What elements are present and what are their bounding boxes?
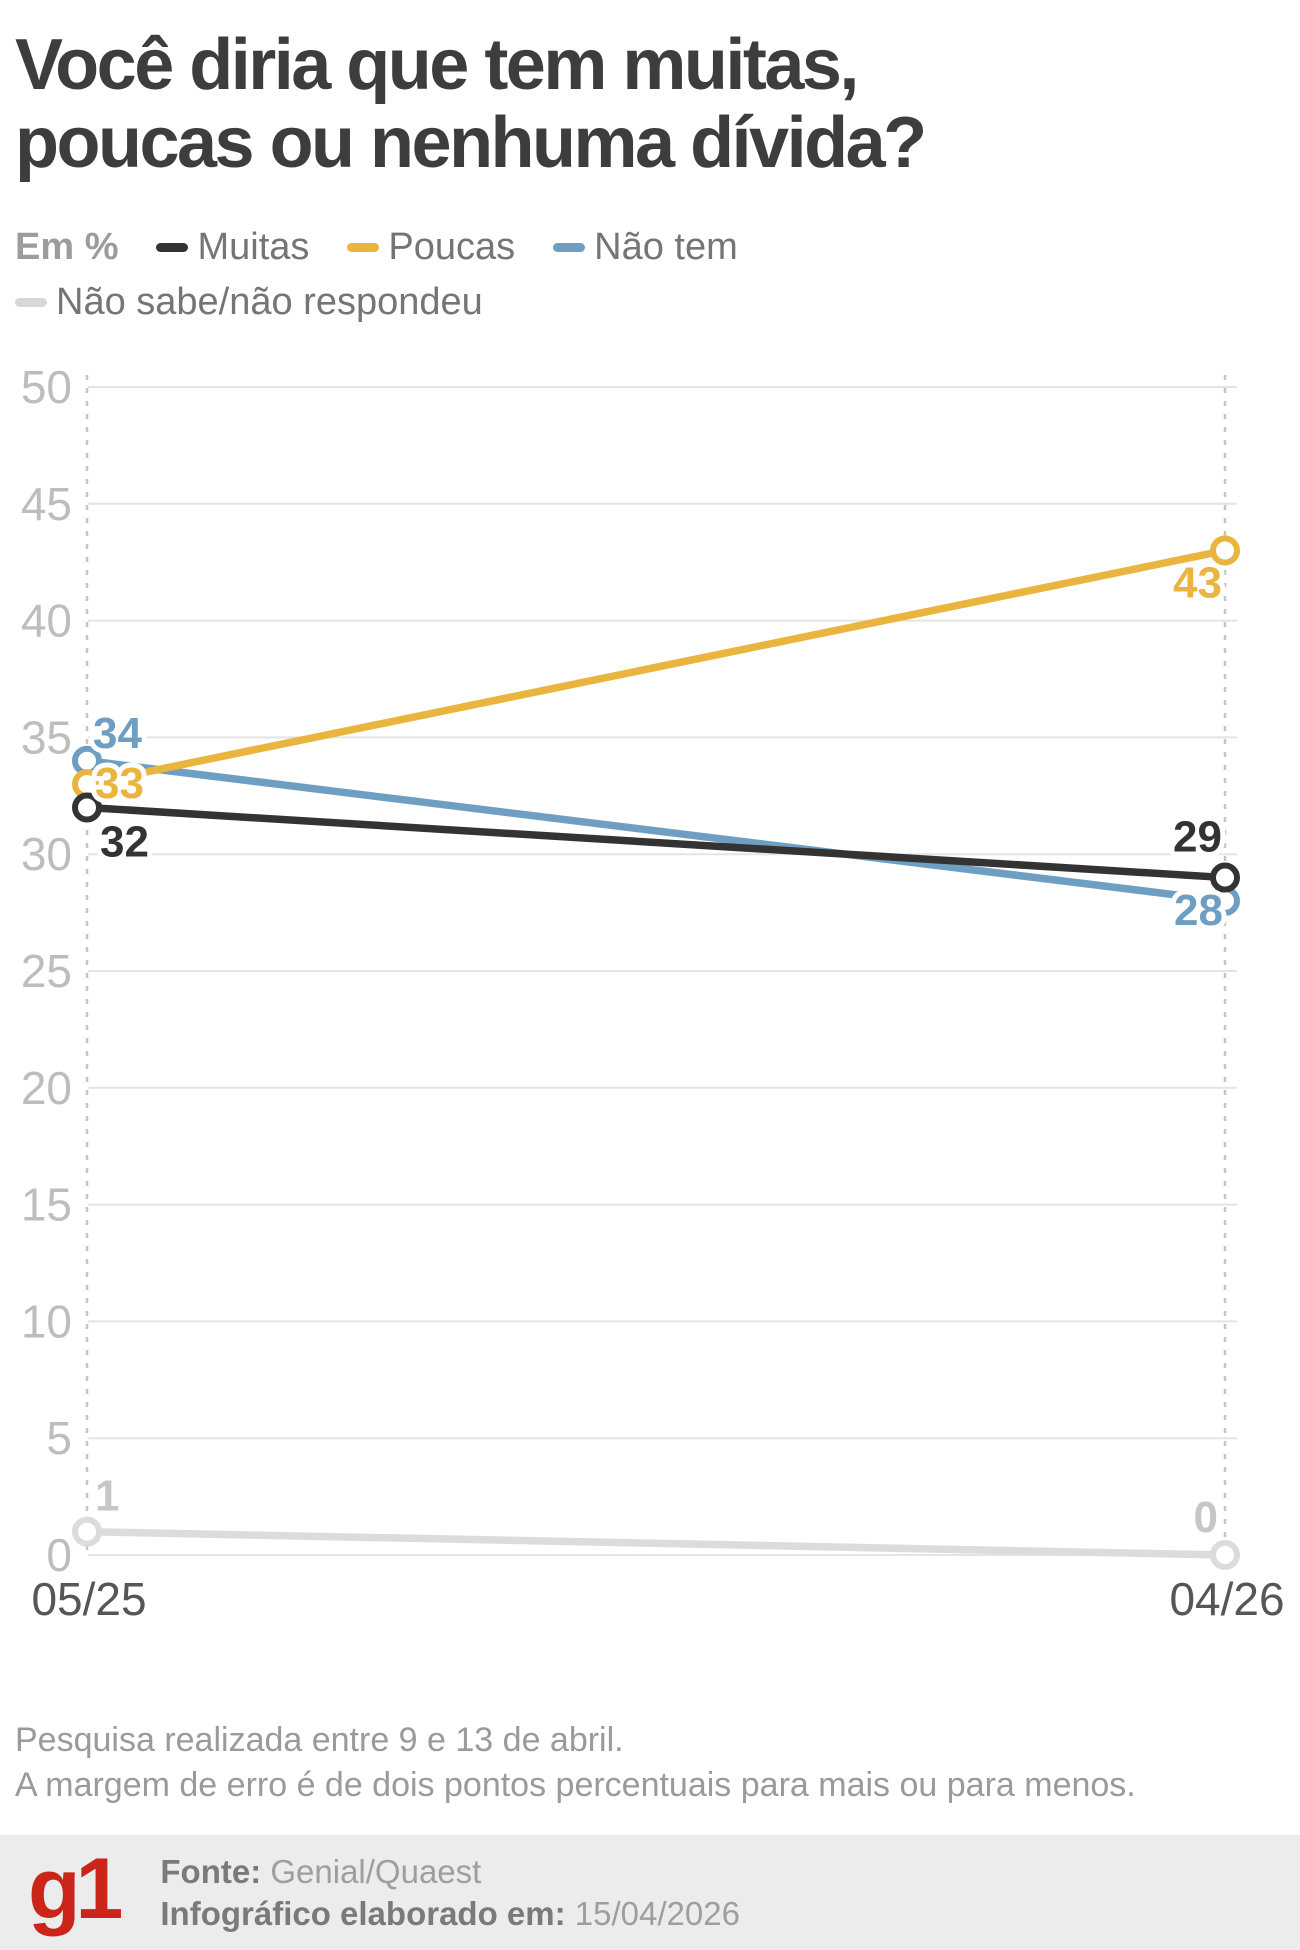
legend-label-muitas: Muitas	[197, 226, 310, 268]
data-point-marker-1-1	[1210, 535, 1240, 566]
y-tick-label-45: 45	[21, 478, 72, 530]
chart-legend: Em % Muitas Poucas Não tem Não sabe/não …	[15, 226, 1285, 336]
y-tick-label-10: 10	[21, 1295, 72, 1347]
source-value: Genial/Quaest	[270, 1852, 482, 1890]
data-point-marker-3-1	[1210, 1540, 1240, 1570]
data-label-0-1: 29	[1173, 813, 1222, 862]
note-line-2: A margem de erro é de dois pontos percen…	[15, 1766, 1136, 1804]
y-tick-label-5: 5	[46, 1412, 72, 1464]
data-label-2-1: 28	[1174, 886, 1223, 935]
page-title: Você diria que tem muitas, poucas ou nen…	[15, 26, 1285, 183]
data-point-marker-3-0	[72, 1516, 102, 1547]
series-line-2	[83, 757, 1229, 905]
y-tick-label-40: 40	[21, 595, 72, 647]
data-label-3-1: 0	[1194, 1493, 1218, 1542]
source-label: Fonte:	[160, 1852, 262, 1890]
y-tick-label-25: 25	[21, 945, 72, 997]
g1-logo: g1	[28, 1840, 123, 1937]
data-label-2-0: 34	[93, 709, 142, 758]
y-tick-label-50: 50	[21, 370, 72, 413]
legend-item-poucas: Poucas	[347, 226, 515, 269]
chart-area: 0 5 10 15 20 25 30 35 40 45 50 05/25 04/26 32 29 33 43 34…	[0, 361, 1300, 1660]
infographic-label: Infográfico elaborado em:	[160, 1894, 566, 1932]
series-line-0	[83, 803, 1229, 882]
data-label-3-0: 1	[95, 1472, 119, 1521]
infographic-value: 15/04/2026	[574, 1894, 740, 1932]
methodology-notes: Pesquisa realizada entre 9 e 13 de abril…	[15, 1718, 1285, 1808]
data-label-1-1: 43	[1173, 559, 1222, 608]
nao-sabe-dash-icon	[15, 298, 47, 307]
legend-item-nao-tem: Não tem	[553, 226, 738, 269]
infographic-line: Infográfico elaborado em: 15/04/2026	[160, 1893, 740, 1935]
muitas-dash-icon	[156, 243, 189, 252]
poucas-dash-icon	[347, 243, 380, 252]
data-label-0-0: 32	[100, 817, 149, 866]
footer-bar: g1 Fonte: Genial/Quaest Infográfico elab…	[0, 1835, 1300, 1950]
y-tick-label-30: 30	[21, 828, 72, 880]
data-point-marker-0-0	[72, 792, 102, 823]
source-line: Fonte: Genial/Quaest	[160, 1851, 740, 1893]
y-tick-label-35: 35	[21, 711, 72, 763]
title-line-2: poucas ou nenhuma dívida?	[15, 103, 927, 184]
legend-item-nao-sabe: Não sabe/não respondeu	[15, 281, 483, 324]
y-tick-label-20: 20	[21, 1062, 72, 1114]
source-block: Fonte: Genial/Quaest Infográfico elabora…	[160, 1851, 740, 1935]
note-line-1: Pesquisa realizada entre 9 e 13 de abril…	[15, 1721, 624, 1759]
nao-tem-dash-icon	[553, 243, 586, 252]
legend-label-poucas: Poucas	[388, 226, 516, 268]
y-tick-label-0: 0	[46, 1529, 72, 1581]
series-line-1	[83, 546, 1229, 788]
unit-label: Em %	[15, 226, 119, 268]
title-line-1: Você diria que tem muitas,	[15, 25, 859, 105]
data-label-1-0: 33	[95, 759, 144, 808]
legend-row-1: Em % Muitas Poucas Não tem	[15, 226, 1285, 269]
legend-item-muitas: Muitas	[156, 226, 309, 269]
legend-label-nao-sabe: Não sabe/não respondeu	[56, 281, 483, 323]
legend-row-2: Não sabe/não respondeu	[15, 281, 1285, 324]
data-point-marker-0-1	[1210, 862, 1240, 893]
x-tick-label-1: 04/26	[1169, 1573, 1284, 1625]
legend-label-nao-tem: Não tem	[594, 226, 738, 268]
y-tick-label-15: 15	[21, 1179, 72, 1231]
x-tick-label-0: 05/25	[31, 1573, 146, 1625]
series-line-3	[83, 1527, 1229, 1559]
